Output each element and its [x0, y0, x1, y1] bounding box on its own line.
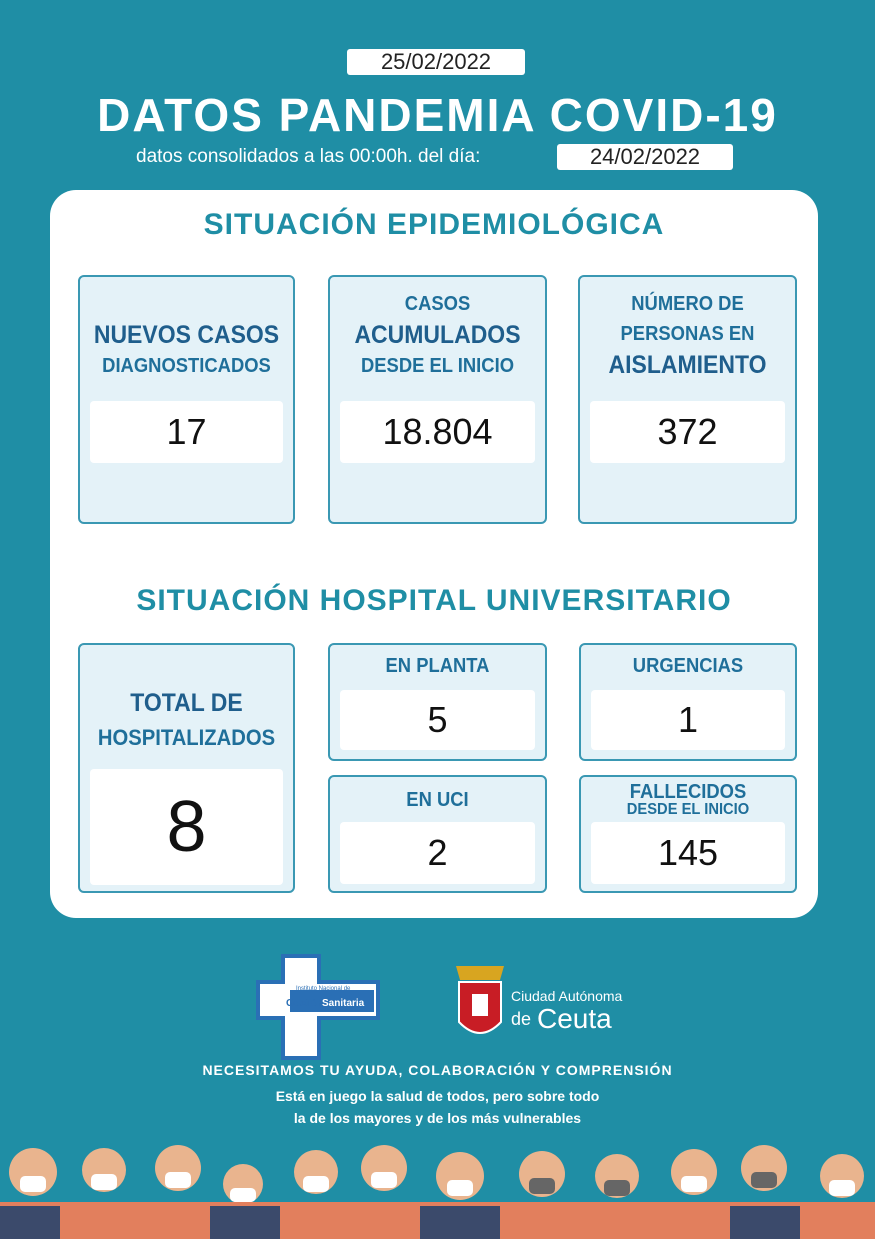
card-value: 17 [90, 401, 283, 463]
card: CASOS ACUMULADOS DESDE EL INICIO 18.804 [328, 275, 547, 524]
card-value: 18.804 [340, 401, 535, 463]
section-heading: SITUACIÓN HOSPITAL UNIVERSITARIO [136, 584, 732, 617]
subtitle: datos consolidados a las 00:00h. del día… [136, 146, 481, 167]
card-label: CASOS [404, 293, 471, 315]
card-label: NÚMERO DE [631, 293, 744, 315]
logo-text: Gestión [286, 998, 323, 1009]
card-label: DESDE EL INICIO [626, 801, 750, 818]
card-value: 2 [340, 822, 535, 884]
card: EN UCI 2 [328, 775, 547, 893]
card: NUEVOS CASOS DIAGNOSTICADOS 17 [78, 275, 295, 524]
card-label: DESDE EL INICIO [360, 355, 515, 377]
card-label: FALLECIDOS [629, 781, 747, 803]
card: FALLECIDOS DESDE EL INICIO 145 [579, 775, 797, 893]
card-value: 5 [340, 690, 535, 750]
ingesa-logo: Instituto Nacional de Gestión Sanitaria [256, 954, 380, 1060]
card-label: NUEVOS CASOS [93, 321, 280, 349]
footer-text: la de los mayores y de los más vulnerabl… [293, 1110, 582, 1126]
card-label: TOTAL DE [130, 689, 243, 717]
logo-text: Instituto Nacional de [296, 986, 351, 992]
section-heading: SITUACIÓN EPIDEMIOLÓGICA [203, 208, 665, 241]
logo-text: Sanitaria [322, 998, 365, 1009]
card: EN PLANTA 5 [328, 643, 547, 761]
card-label: PERSONAS EN [620, 323, 755, 345]
logo-text: Ciudad Autónoma [511, 988, 623, 1004]
card-label: ACUMULADOS [354, 321, 521, 349]
card-label: EN PLANTA [385, 655, 490, 677]
card-label: DIAGNOSTICADOS [102, 355, 271, 377]
footer-text: Está en juego la salud de todos, pero so… [275, 1088, 600, 1104]
people [0, 1145, 875, 1239]
consolidated-date: 24/02/2022 [557, 144, 733, 170]
card-label: HOSPITALIZADOS [97, 725, 276, 750]
ceuta-logo: Ciudad Autónoma de Ceuta [456, 966, 623, 1034]
report-date: 25/02/2022 [347, 49, 525, 75]
card-label: AISLAMIENTO [608, 351, 767, 379]
logo-text: Ceuta [537, 1003, 612, 1034]
card-value: 1 [591, 690, 785, 750]
card-value: 145 [591, 822, 785, 884]
card-label: URGENCIAS [632, 655, 744, 677]
card-value: 372 [590, 401, 785, 463]
card-value: 8 [90, 769, 283, 885]
decoration: Instituto Nacional de Gestión Sanitaria … [0, 954, 875, 1239]
card: URGENCIAS 1 [579, 643, 797, 761]
title: DATOS PANDEMIA COVID-19 [97, 89, 778, 141]
card: TOTAL DE HOSPITALIZADOS 8 [78, 643, 295, 893]
slogan: NECESITAMOS TU AYUDA, COLABORACIÓN Y COM… [202, 1062, 673, 1078]
card-label: EN UCI [406, 789, 469, 811]
card: NÚMERO DE PERSONAS EN AISLAMIENTO 372 [578, 275, 797, 524]
logo-text: de [511, 1009, 531, 1029]
